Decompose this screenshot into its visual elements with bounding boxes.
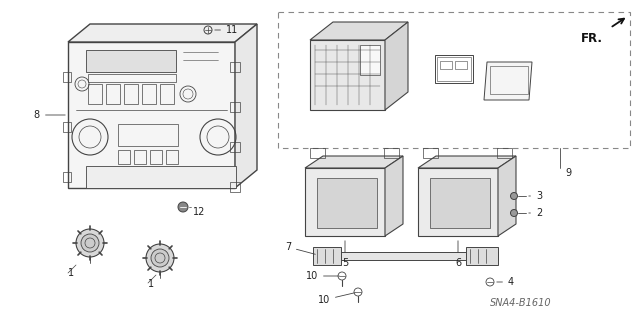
Text: 11: 11 bbox=[215, 25, 238, 35]
Bar bbox=[63, 172, 71, 182]
Bar bbox=[230, 102, 240, 112]
Circle shape bbox=[178, 202, 188, 212]
Polygon shape bbox=[305, 168, 385, 236]
Bar bbox=[313, 252, 498, 260]
Bar bbox=[88, 74, 176, 82]
Polygon shape bbox=[430, 178, 490, 228]
Bar bbox=[63, 122, 71, 132]
Circle shape bbox=[511, 192, 518, 199]
Bar bbox=[440, 61, 452, 69]
Text: 2: 2 bbox=[529, 208, 542, 218]
Bar bbox=[160, 84, 174, 104]
Bar bbox=[437, 57, 471, 81]
Bar bbox=[86, 50, 176, 72]
Bar bbox=[490, 66, 528, 94]
Bar bbox=[384, 148, 399, 158]
Bar bbox=[106, 84, 120, 104]
Circle shape bbox=[146, 244, 174, 272]
Bar bbox=[63, 72, 71, 82]
Polygon shape bbox=[317, 178, 377, 228]
Polygon shape bbox=[305, 156, 403, 168]
Polygon shape bbox=[484, 62, 532, 100]
Bar bbox=[166, 150, 178, 164]
Bar bbox=[313, 247, 341, 265]
Bar bbox=[88, 84, 102, 104]
Text: 4: 4 bbox=[497, 277, 514, 287]
Text: 3: 3 bbox=[529, 191, 542, 201]
Text: 6: 6 bbox=[455, 241, 461, 268]
Text: 7: 7 bbox=[285, 242, 316, 254]
Bar bbox=[142, 84, 156, 104]
Text: 1: 1 bbox=[148, 279, 154, 289]
Polygon shape bbox=[385, 22, 408, 110]
Circle shape bbox=[511, 210, 518, 217]
Polygon shape bbox=[385, 156, 403, 236]
Bar bbox=[230, 182, 240, 192]
Polygon shape bbox=[310, 22, 408, 40]
Circle shape bbox=[81, 234, 99, 252]
Text: SNA4-B1610: SNA4-B1610 bbox=[490, 298, 552, 308]
Text: 1: 1 bbox=[68, 268, 74, 278]
Bar bbox=[466, 247, 498, 265]
Bar bbox=[310, 148, 325, 158]
Circle shape bbox=[76, 229, 104, 257]
Bar bbox=[230, 142, 240, 152]
Bar bbox=[118, 150, 130, 164]
Bar bbox=[118, 124, 178, 146]
Text: 5: 5 bbox=[342, 241, 348, 268]
Polygon shape bbox=[418, 156, 516, 168]
Polygon shape bbox=[498, 156, 516, 236]
Text: 10: 10 bbox=[306, 271, 339, 281]
Text: 9: 9 bbox=[565, 168, 571, 178]
Bar bbox=[150, 150, 162, 164]
Polygon shape bbox=[68, 42, 235, 188]
Bar bbox=[86, 166, 236, 188]
Polygon shape bbox=[235, 24, 257, 188]
Bar bbox=[497, 148, 512, 158]
Bar bbox=[435, 55, 473, 83]
Text: 10: 10 bbox=[317, 293, 355, 305]
Bar bbox=[455, 61, 467, 69]
Bar bbox=[134, 150, 146, 164]
Bar bbox=[360, 45, 380, 75]
Polygon shape bbox=[418, 168, 498, 236]
Bar bbox=[124, 84, 138, 104]
Bar bbox=[423, 148, 438, 158]
Text: 8: 8 bbox=[34, 110, 65, 120]
Bar bbox=[278, 12, 630, 148]
Polygon shape bbox=[310, 40, 385, 110]
Text: 12: 12 bbox=[193, 207, 205, 217]
Polygon shape bbox=[68, 24, 257, 42]
Bar bbox=[230, 62, 240, 72]
Text: FR.: FR. bbox=[581, 32, 603, 45]
Circle shape bbox=[151, 249, 169, 267]
